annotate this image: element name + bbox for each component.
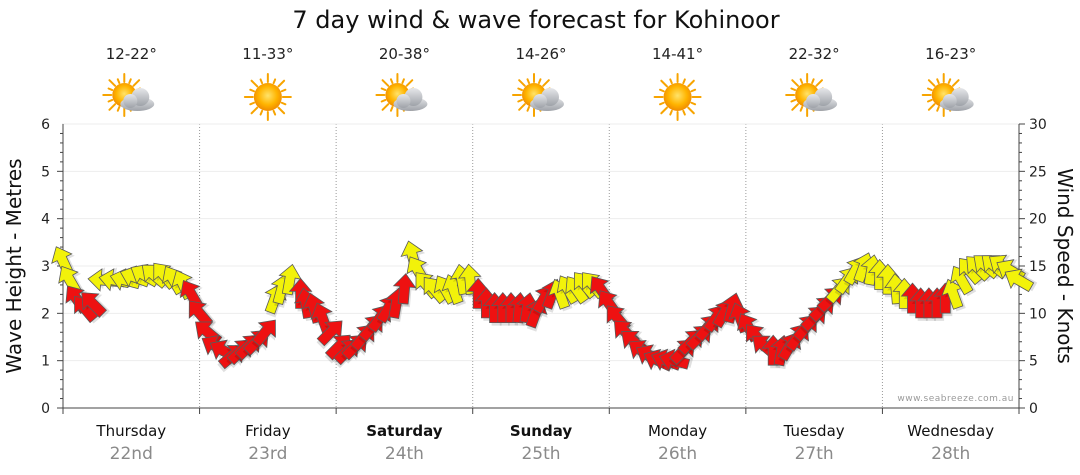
left-axis-label: Wave Height - Metres <box>2 158 26 373</box>
right-tick-label: 15 <box>1029 259 1047 275</box>
chart-title: 7 day wind & wave forecast for Kohinoor <box>292 6 779 34</box>
day-temperature: 14-26° <box>515 45 566 63</box>
partly-cloudy-icon <box>375 73 428 117</box>
day-date: 26th <box>658 444 697 464</box>
day-name: Sunday <box>510 422 573 440</box>
right-tick-label: 20 <box>1029 212 1047 228</box>
left-tick-label: 1 <box>41 354 50 370</box>
right-tick-label: 5 <box>1029 354 1038 370</box>
partly-cloudy-icon <box>102 73 155 117</box>
day-name: Wednesday <box>907 422 994 440</box>
day-name: Monday <box>648 422 707 440</box>
left-tick-label: 6 <box>41 117 50 133</box>
day-date: 28th <box>931 444 970 464</box>
right-tick-label: 25 <box>1029 164 1047 180</box>
day-temperature: 14-41° <box>652 45 703 63</box>
partly-cloudy-icon <box>785 73 838 117</box>
day-name: Thursday <box>95 422 166 440</box>
wind-arrow <box>251 319 276 350</box>
day-temperature: 11-33° <box>242 45 293 63</box>
left-tick-label: 0 <box>41 401 50 417</box>
day-name: Friday <box>245 422 291 440</box>
day-date: 25th <box>521 444 560 464</box>
day-temperature: 22-32° <box>789 45 840 63</box>
partly-cloudy-icon <box>921 73 974 117</box>
grid-lines <box>62 123 1020 414</box>
right-tick-label: 10 <box>1029 306 1047 322</box>
left-tick-label: 3 <box>41 259 50 275</box>
day-temperature: 16-23° <box>925 45 976 63</box>
right-axis-label: Wind Speed - Knots <box>1053 168 1077 364</box>
day-name: Saturday <box>366 422 443 440</box>
left-tick-label: 2 <box>41 306 50 322</box>
wind-arrow <box>1004 268 1038 293</box>
sun-icon <box>243 73 292 121</box>
day-date: 27th <box>795 444 834 464</box>
day-name: Tuesday <box>783 422 845 440</box>
right-axis: 0 5 10 15 20 25 30 <box>1018 117 1047 417</box>
credit-text: www.seabreeze.com.au <box>897 394 1014 404</box>
day-date: 23rd <box>248 444 287 464</box>
day-date: 24th <box>385 444 424 464</box>
wind-arrow <box>392 273 418 308</box>
weather-row: 12-22° 11-33° 20-38° 14-26° 14-41° 22-32° 16-2… <box>102 45 976 121</box>
day-temperature: 20-38° <box>379 45 430 63</box>
day-labels: Thursday 22nd Friday 23rd Saturday 24th Sunday… <box>95 422 994 464</box>
wind-arrow <box>81 292 110 319</box>
partly-cloudy-icon <box>512 73 564 117</box>
right-tick-label: 0 <box>1029 401 1038 417</box>
left-tick-label: 5 <box>41 164 50 180</box>
left-tick-label: 4 <box>41 212 50 228</box>
day-temperature: 12-22° <box>106 45 157 63</box>
wind-arrows <box>51 240 1038 373</box>
day-date: 22nd <box>110 444 153 464</box>
right-tick-label: 30 <box>1029 117 1047 133</box>
sun-icon <box>653 73 702 121</box>
wind-arrow <box>278 263 303 299</box>
